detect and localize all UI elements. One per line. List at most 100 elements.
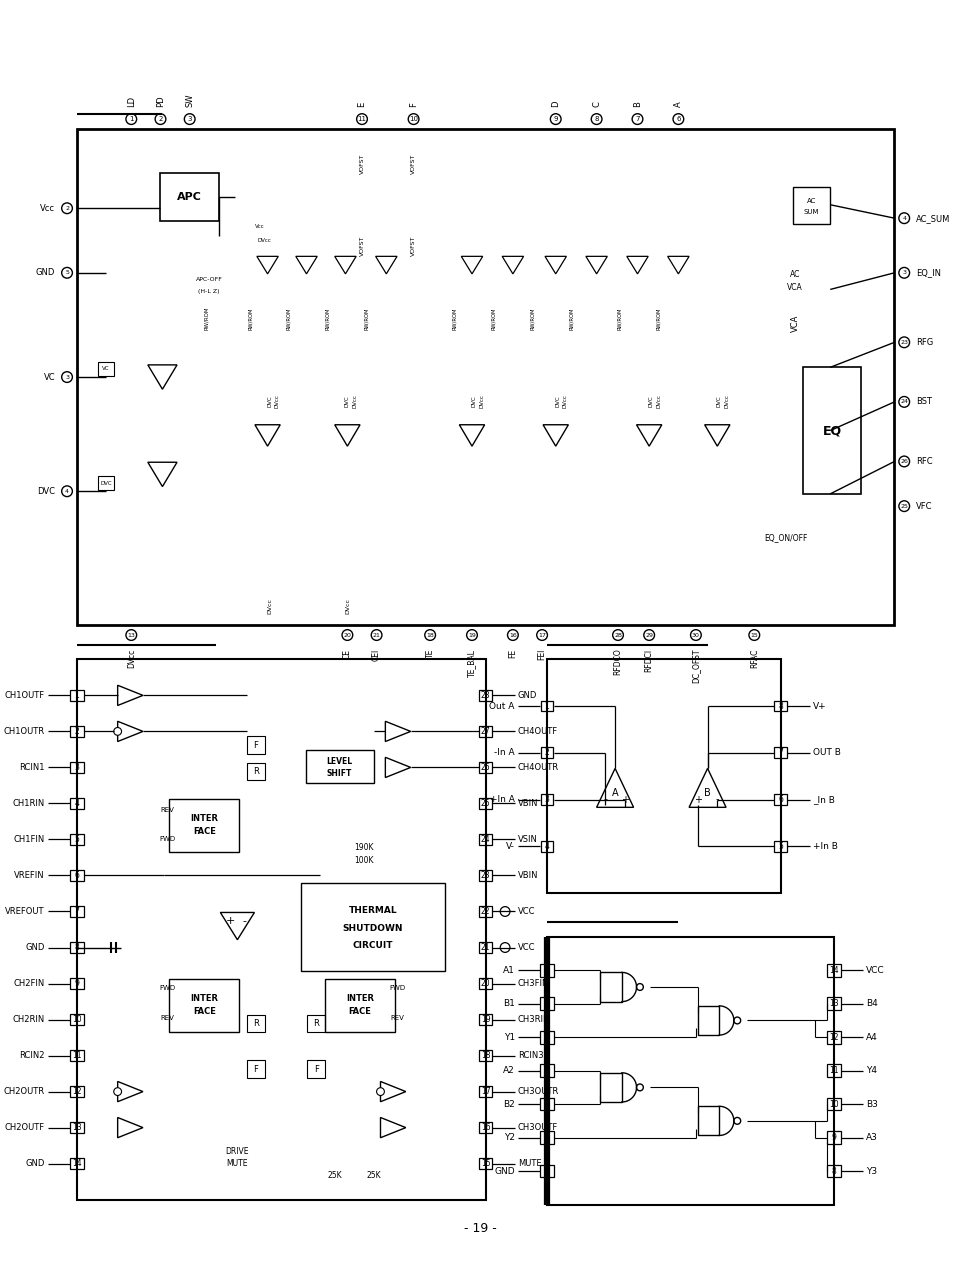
Text: 1: 1 [544, 965, 549, 974]
Text: SHUTDOWN: SHUTDOWN [342, 923, 402, 932]
Text: GND: GND [25, 943, 45, 951]
Circle shape [898, 337, 908, 347]
Text: GND: GND [36, 268, 55, 277]
Text: VCC: VCC [517, 907, 535, 916]
Text: A2: A2 [502, 1066, 515, 1075]
Text: B: B [703, 787, 710, 798]
Text: THERMAL: THERMAL [348, 906, 396, 915]
Text: RW/ROM: RW/ROM [204, 307, 209, 331]
Circle shape [733, 1018, 740, 1024]
Text: RW/ROM: RW/ROM [364, 308, 369, 329]
Bar [539, 964, 553, 977]
Circle shape [499, 943, 510, 953]
Bar [70, 1158, 84, 1169]
Text: 3: 3 [74, 763, 79, 772]
Text: F: F [253, 740, 258, 749]
Bar [540, 748, 553, 758]
Text: SUM: SUM [803, 209, 819, 215]
Text: 7: 7 [635, 116, 639, 122]
Text: VOFST: VOFST [411, 153, 416, 173]
Text: _In B: _In B [812, 795, 834, 804]
Bar [774, 748, 786, 758]
Text: INTER: INTER [190, 993, 218, 1002]
Text: CE: CE [342, 649, 352, 659]
Text: 10: 10 [409, 116, 417, 122]
Text: DVcc: DVcc [562, 394, 567, 408]
Text: 7: 7 [778, 748, 782, 757]
Circle shape [371, 630, 381, 640]
Text: CH4OUTF: CH4OUTF [517, 726, 558, 736]
Circle shape [898, 397, 908, 407]
Bar [478, 1158, 492, 1169]
Text: DVcc: DVcc [267, 598, 272, 614]
Text: CH2RIN: CH2RIN [12, 1015, 45, 1024]
Text: RW/ROM: RW/ROM [452, 308, 456, 329]
Bar [826, 1098, 840, 1110]
Text: DVC: DVC [471, 396, 476, 407]
Circle shape [550, 113, 560, 125]
Bar [546, 659, 780, 893]
Text: VSIN: VSIN [517, 834, 537, 843]
Text: 25K: 25K [366, 1170, 380, 1180]
Circle shape [632, 113, 642, 125]
Text: APC-OFF: APC-OFF [195, 277, 222, 282]
Circle shape [342, 630, 353, 640]
Circle shape [591, 113, 601, 125]
Text: 2: 2 [544, 748, 549, 757]
Bar [478, 833, 492, 846]
Circle shape [898, 212, 908, 224]
Text: +In A: +In A [490, 795, 515, 804]
Circle shape [636, 983, 642, 991]
Text: 1: 1 [74, 691, 79, 700]
Circle shape [748, 630, 759, 640]
Text: 24: 24 [900, 399, 907, 404]
Text: CH3RIN: CH3RIN [517, 1015, 550, 1024]
Text: DVC: DVC [345, 396, 350, 407]
Text: SW: SW [185, 94, 194, 107]
Bar [70, 978, 84, 990]
Bar [774, 701, 786, 711]
Bar [70, 1049, 84, 1061]
Text: 2: 2 [65, 206, 69, 211]
Text: 10: 10 [828, 1099, 838, 1109]
Text: CH3OUTF: CH3OUTF [517, 1123, 558, 1132]
Text: 15: 15 [750, 632, 758, 637]
Text: 1: 1 [129, 116, 133, 122]
Text: +: + [620, 795, 628, 805]
Text: VBIN: VBIN [517, 871, 537, 880]
Bar [478, 870, 492, 881]
Text: -In A: -In A [494, 748, 515, 757]
Circle shape [126, 630, 136, 640]
Text: RCIN1: RCIN1 [19, 763, 45, 772]
Text: LEVEL: LEVEL [326, 757, 353, 766]
Text: EQ: EQ [821, 424, 841, 438]
Bar [478, 906, 492, 917]
Text: 190K: 190K [354, 843, 374, 852]
Text: 23: 23 [900, 340, 907, 345]
Text: 13: 13 [127, 632, 135, 637]
Bar [826, 1165, 840, 1178]
Text: RFG: RFG [915, 338, 932, 347]
Text: 7: 7 [544, 1166, 549, 1175]
Text: DC_OFST: DC_OFST [691, 649, 700, 683]
Text: CH4OUTR: CH4OUTR [517, 763, 558, 772]
Text: 3: 3 [187, 116, 192, 122]
Bar [546, 936, 833, 1205]
Text: +: + [693, 795, 701, 805]
Text: F: F [409, 103, 417, 107]
Text: Y3: Y3 [865, 1166, 877, 1175]
Text: Vcc: Vcc [40, 204, 55, 212]
Text: 8: 8 [74, 943, 79, 951]
Text: 27: 27 [480, 726, 490, 736]
Text: B1: B1 [502, 1000, 515, 1009]
Text: 2: 2 [544, 1000, 549, 1009]
Text: 9: 9 [553, 116, 558, 122]
Text: 11: 11 [357, 116, 366, 122]
Bar [826, 997, 840, 1010]
Text: V-: V- [505, 842, 515, 851]
Text: RW/ROM: RW/ROM [325, 308, 330, 329]
Text: 25K: 25K [327, 1170, 342, 1180]
Circle shape [643, 630, 654, 640]
Text: 3: 3 [902, 270, 905, 275]
Text: FACE: FACE [193, 1007, 215, 1016]
